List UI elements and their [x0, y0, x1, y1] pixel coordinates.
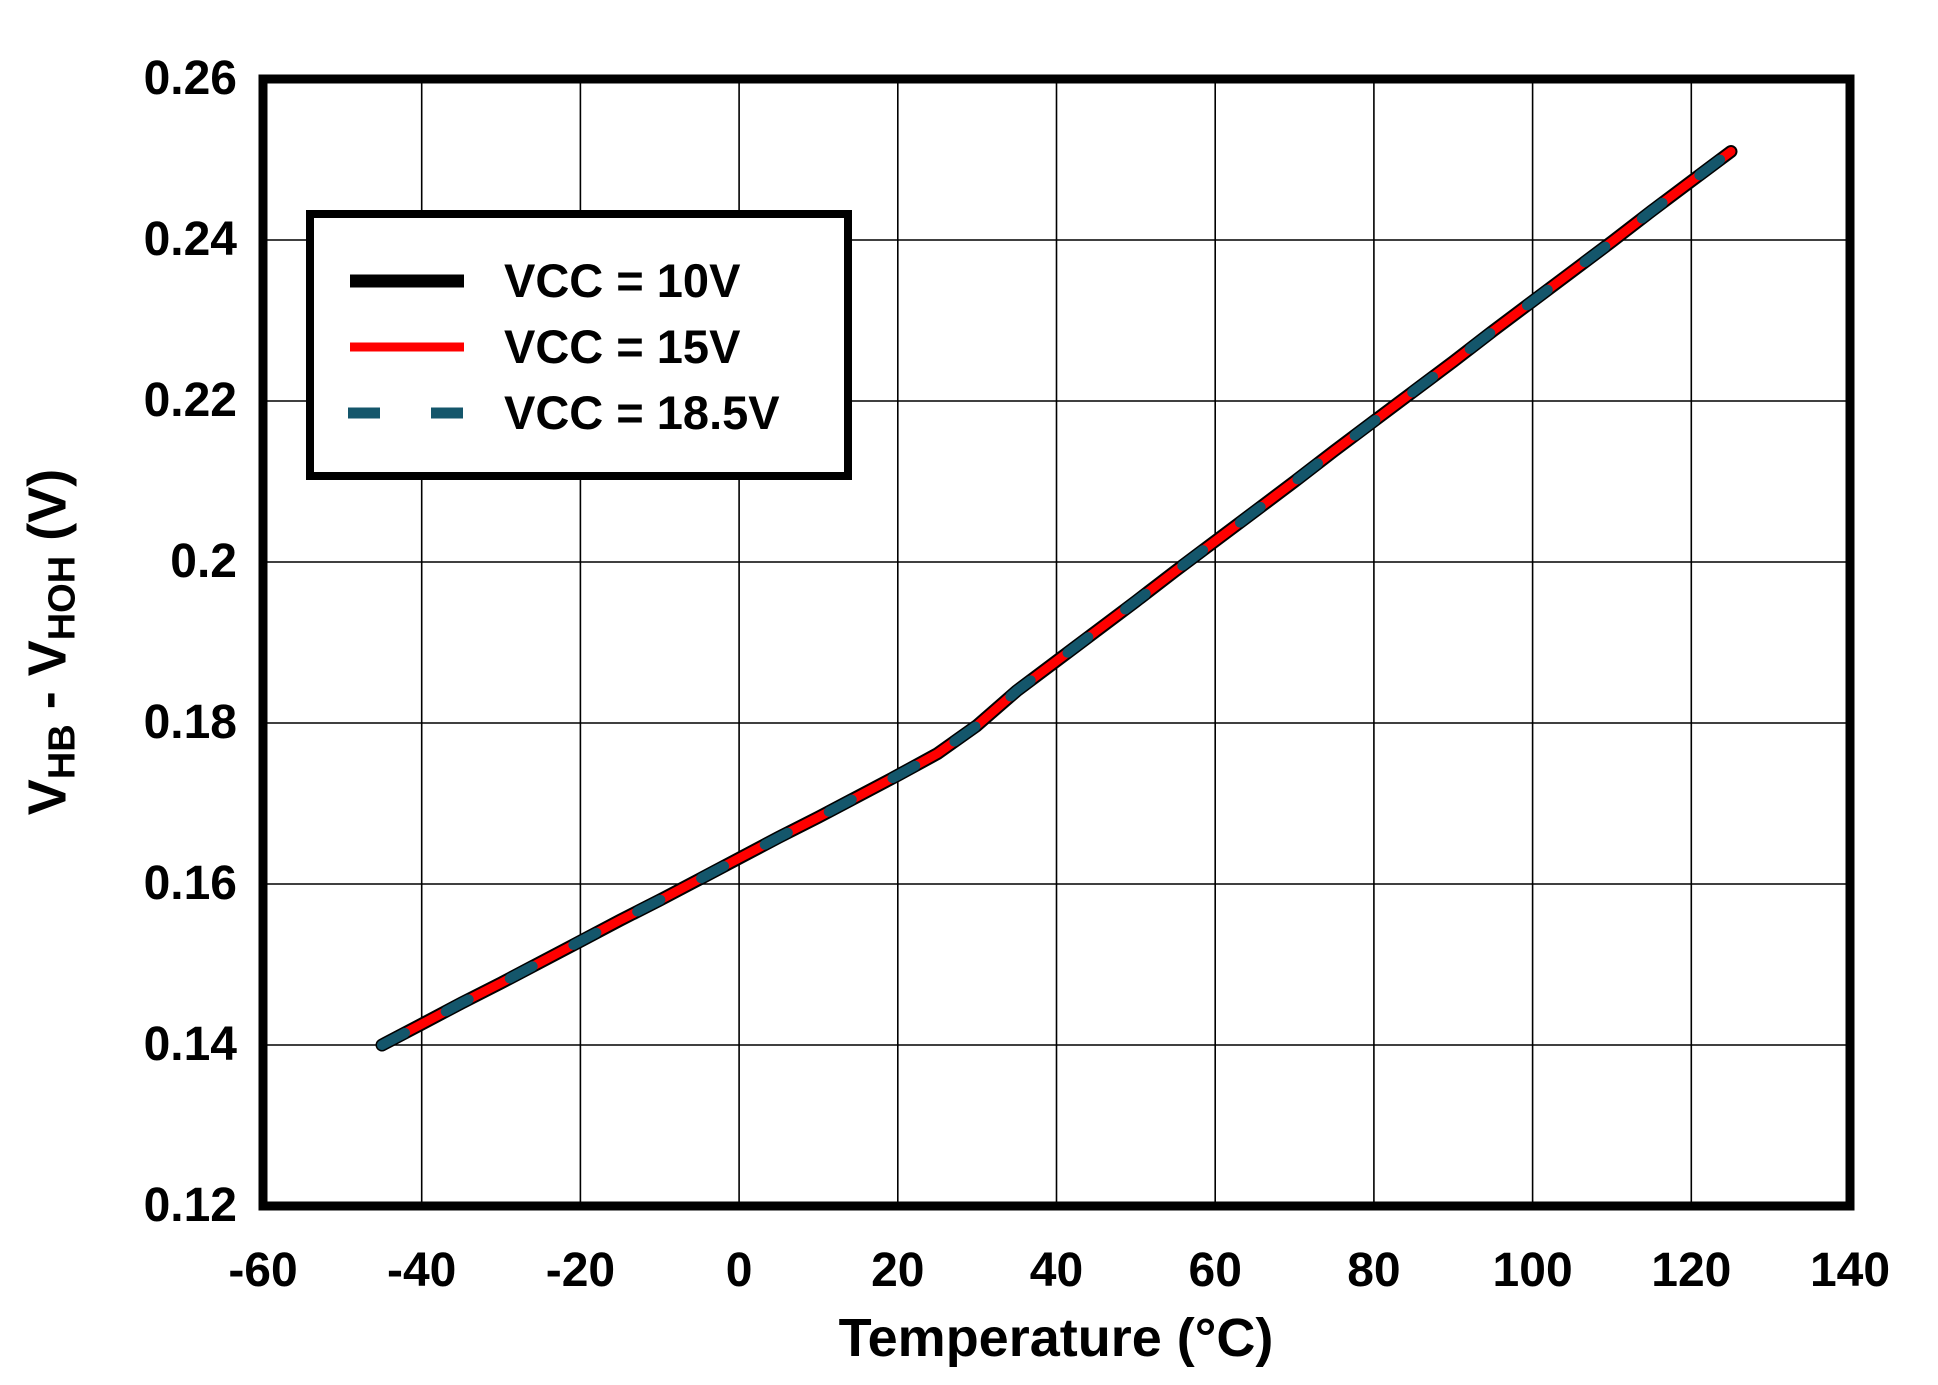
plot-frame — [258, 74, 1855, 1211]
x-tick-label: 100 — [1492, 1244, 1573, 1297]
x-tick-label: 0 — [725, 1244, 753, 1297]
legend-label: VCC = 18.5V — [504, 386, 780, 439]
x-tick-label: 20 — [871, 1244, 925, 1297]
legend-label: VCC = 15V — [504, 320, 741, 373]
y-tick-label: 0.26 — [143, 52, 237, 105]
x-tick-label: 40 — [1029, 1244, 1084, 1297]
x-tick-label: 120 — [1651, 1244, 1732, 1297]
x-tick-label: 140 — [1809, 1244, 1891, 1297]
legend-line-swatch-solid-black — [350, 274, 464, 288]
y-tick-label: 0.22 — [143, 374, 237, 427]
y-tick-label: 0.18 — [143, 696, 237, 749]
x-tick-label: -60 — [228, 1244, 298, 1297]
x-tick-label: 60 — [1188, 1244, 1242, 1297]
x-axis-title: Temperature (°C) — [838, 1308, 1274, 1368]
legend: VCC = 10V VCC = 15V VCC = 18.5V — [306, 210, 852, 480]
y-axis-title: VHB - VHOH (V) — [17, 468, 90, 816]
legend-line-swatch-dashed-teal — [348, 407, 466, 419]
y-axis-title-subscript: HB — [41, 724, 84, 780]
y-tick-label: 0.16 — [143, 857, 237, 910]
y-axis-title-text: V — [17, 779, 78, 816]
y-tick-label: 0.24 — [143, 213, 237, 266]
legend-item: VCC = 15V — [348, 314, 844, 380]
x-tick-label: 80 — [1347, 1244, 1401, 1297]
legend-line-swatch-solid-red — [350, 342, 464, 352]
legend-item: VCC = 18.5V — [348, 380, 844, 446]
y-tick-label: 0.2 — [170, 535, 237, 588]
legend-item: VCC = 10V — [348, 248, 844, 314]
y-axis-title-text: (V) — [17, 468, 78, 556]
series-line-2 — [377, 147, 1736, 1050]
y-axis-title-text: - V — [17, 640, 78, 725]
legend-label: VCC = 10V — [504, 254, 741, 307]
y-tick-label: 0.12 — [143, 1179, 237, 1232]
y-axis-title-subscript: HOH — [41, 555, 84, 641]
x-tick-label: -20 — [545, 1244, 616, 1297]
y-tick-label: 0.14 — [143, 1018, 237, 1071]
x-tick-label: -40 — [387, 1244, 457, 1297]
